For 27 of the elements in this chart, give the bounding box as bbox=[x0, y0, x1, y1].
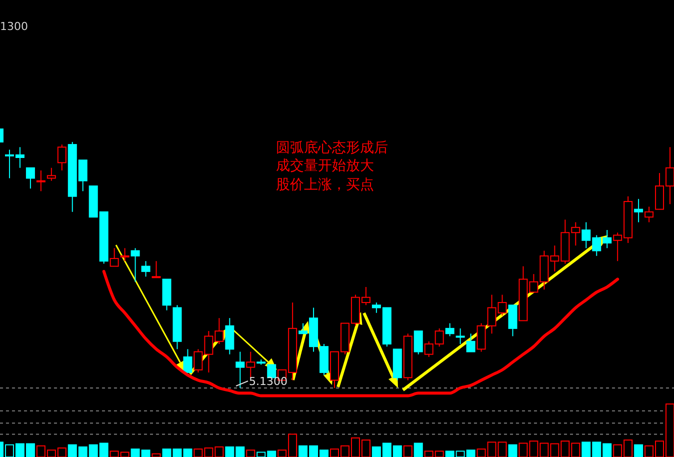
candlestick bbox=[183, 348, 192, 373]
annotation: 圆弧底心态形成后 bbox=[276, 140, 388, 156]
candlestick bbox=[57, 144, 66, 171]
candlestick bbox=[152, 260, 161, 278]
text: 1300 bbox=[0, 20, 28, 33]
candlestick bbox=[634, 198, 644, 223]
candlestick bbox=[414, 330, 423, 355]
candlestick bbox=[120, 248, 130, 262]
bar bbox=[508, 444, 518, 457]
annotation: 成交量开始放大 bbox=[276, 158, 374, 174]
annotation: 股价上涨，买点 bbox=[276, 177, 374, 193]
candlestick bbox=[26, 167, 35, 190]
candlestick bbox=[225, 318, 234, 355]
candlestick bbox=[466, 333, 476, 352]
candlestick bbox=[110, 248, 119, 267]
candlestick bbox=[141, 260, 150, 278]
annotation: 5.1300 bbox=[249, 375, 288, 388]
candlestick bbox=[456, 328, 465, 344]
candlestick bbox=[508, 304, 518, 337]
candlestick bbox=[36, 170, 46, 192]
candlestick bbox=[445, 322, 454, 337]
candlestick bbox=[644, 206, 654, 223]
bar bbox=[414, 442, 423, 457]
candlestick bbox=[130, 248, 140, 282]
candlestick bbox=[46, 167, 56, 182]
candlestick bbox=[236, 351, 245, 388]
bar bbox=[634, 444, 644, 457]
